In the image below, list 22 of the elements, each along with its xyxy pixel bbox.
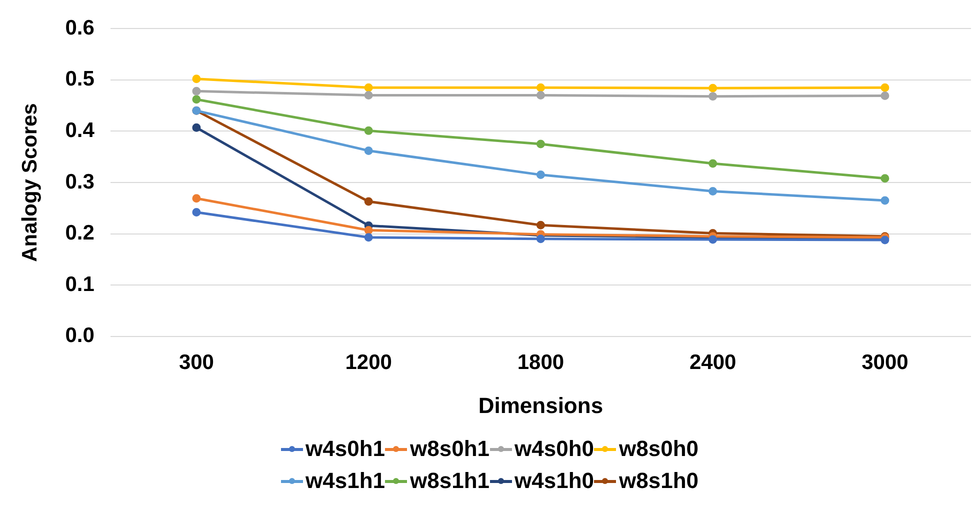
y-axis-title: Analogy Scores [18,103,42,262]
y-tick-label: 0.4 [65,118,95,142]
y-tick-label: 0.2 [65,222,94,245]
y-tick-label: 0.0 [65,324,94,348]
y-tick-label: 0.1 [65,272,95,296]
legend-label: w4s1h1 [306,468,385,494]
x-tick-label: 1800 [517,350,564,374]
legend-label: w8s0h0 [619,436,698,462]
legend-label: w8s1h0 [619,468,698,494]
x-tick-label: 1200 [345,350,392,374]
y-tick-label: 0.6 [65,16,94,40]
y-tick-label: 0.5 [65,68,95,91]
legend-label: w4s0h1 [306,436,385,462]
x-tick-label: 2400 [689,350,736,374]
legend-label: w8s0h1 [410,436,490,462]
x-tick-label: 300 [178,350,214,374]
legend-label: w4s1h0 [514,468,594,494]
legend-label: w4s0h0 [514,436,594,462]
x-axis-title: Dimensions [478,392,604,418]
legend-label: w8s1h1 [410,468,490,494]
x-tick-label: 3000 [862,350,908,374]
y-tick-label: 0.3 [65,170,94,194]
